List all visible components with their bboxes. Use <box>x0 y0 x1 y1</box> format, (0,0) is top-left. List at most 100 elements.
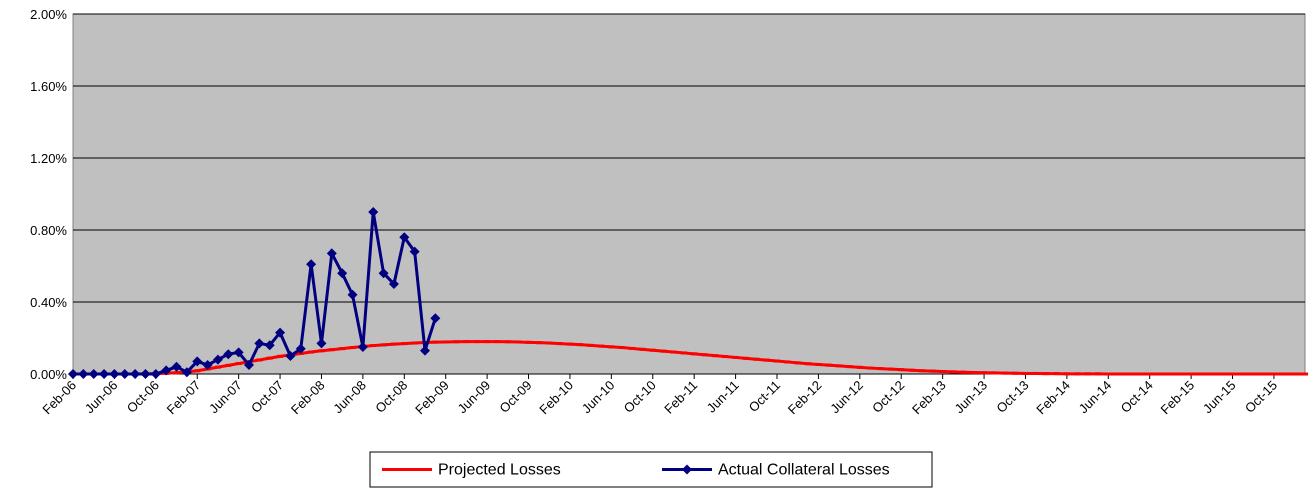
x-tick-label: Feb-11 <box>661 378 700 417</box>
data-point <box>420 345 430 356</box>
data-point <box>970 371 977 375</box>
data-point <box>181 367 192 378</box>
data-point <box>825 363 832 367</box>
data-point <box>1126 372 1132 376</box>
data-point <box>660 349 667 353</box>
y-tick-label: 0.00% <box>30 367 67 382</box>
data-point <box>784 360 791 364</box>
data-point <box>774 359 780 363</box>
y-tick-label: 1.20% <box>30 151 67 166</box>
data-point <box>1219 372 1226 376</box>
data-point <box>629 346 636 350</box>
data-point <box>701 353 708 357</box>
y-tick-label: 0.40% <box>30 295 67 310</box>
data-point <box>504 340 511 344</box>
series <box>68 207 441 379</box>
data-point <box>1239 372 1246 376</box>
data-point <box>1146 372 1153 376</box>
data-point <box>161 365 172 376</box>
legend-marker <box>404 468 410 471</box>
data-point <box>378 268 389 279</box>
data-point <box>680 351 687 355</box>
x-tick-label: Jun-14 <box>1076 378 1115 417</box>
data-point <box>411 341 418 345</box>
data-point <box>742 356 749 360</box>
data-point <box>608 345 615 349</box>
data-point <box>1136 372 1143 376</box>
x-tick-label: Feb-09 <box>412 378 452 418</box>
data-point <box>1281 372 1288 376</box>
data-point <box>1167 372 1174 376</box>
data-point <box>318 349 325 353</box>
data-point <box>587 343 594 347</box>
data-point <box>316 338 327 349</box>
x-tick-label: Oct-11 <box>746 378 784 416</box>
data-point <box>1012 371 1019 375</box>
data-point <box>525 340 532 344</box>
data-point <box>1260 372 1267 376</box>
data-point <box>68 369 78 379</box>
data-point <box>150 369 161 379</box>
data-point <box>1043 372 1050 376</box>
data-point <box>140 369 151 379</box>
data-point <box>991 371 998 375</box>
data-point <box>1229 372 1236 376</box>
data-point <box>380 343 387 347</box>
x-tick-label: Jun-09 <box>455 378 494 417</box>
x-tick-label: Jun-11 <box>704 378 742 416</box>
data-point <box>1208 372 1215 376</box>
data-point <box>722 355 729 359</box>
data-point <box>918 369 925 373</box>
x-tick-label: Feb-07 <box>164 378 204 418</box>
x-tick-label: Oct-09 <box>496 378 534 416</box>
x-tick-label: Feb-15 <box>1157 378 1197 418</box>
data-point <box>368 207 379 217</box>
x-tick-label: Jun-12 <box>827 378 866 417</box>
data-point <box>1063 372 1070 376</box>
data-point <box>1250 372 1257 376</box>
legend-marker <box>682 464 692 475</box>
data-point <box>535 341 542 345</box>
data-point <box>763 358 770 362</box>
data-point <box>337 268 348 279</box>
data-point <box>898 368 905 372</box>
data-point <box>401 342 408 346</box>
data-point <box>484 340 491 344</box>
x-tick-label: Jun-06 <box>82 378 121 417</box>
data-point <box>347 289 358 300</box>
plot-area <box>72 13 1306 375</box>
data-point <box>846 365 853 369</box>
data-point <box>1074 372 1081 376</box>
data-point <box>1177 372 1184 376</box>
data-point <box>950 370 956 374</box>
data-point <box>308 350 315 354</box>
legend-label: Actual Collateral Losses <box>718 462 890 479</box>
data-point <box>546 341 553 345</box>
x-tick-label: Feb-13 <box>909 378 949 418</box>
data-point <box>856 365 863 369</box>
data-point <box>649 348 656 352</box>
data-point <box>1084 372 1091 376</box>
data-point <box>225 363 232 367</box>
data-point <box>877 367 884 371</box>
data-point <box>171 361 182 372</box>
data-point <box>390 342 397 346</box>
data-point <box>357 342 368 352</box>
data-point <box>275 327 286 338</box>
data-point <box>981 371 988 375</box>
data-point <box>130 369 141 379</box>
data-point <box>235 362 242 366</box>
data-point <box>794 361 801 365</box>
data-point <box>99 369 110 379</box>
data-point <box>78 369 89 379</box>
data-point <box>192 356 203 367</box>
data-point <box>1001 371 1008 375</box>
data-point <box>88 369 99 379</box>
x-tick-label: Oct-15 <box>1242 378 1280 416</box>
data-point <box>256 358 263 362</box>
data-point <box>670 350 677 354</box>
data-point <box>1053 372 1060 376</box>
x-tick-label: Feb-10 <box>536 378 576 418</box>
data-point <box>223 349 234 360</box>
